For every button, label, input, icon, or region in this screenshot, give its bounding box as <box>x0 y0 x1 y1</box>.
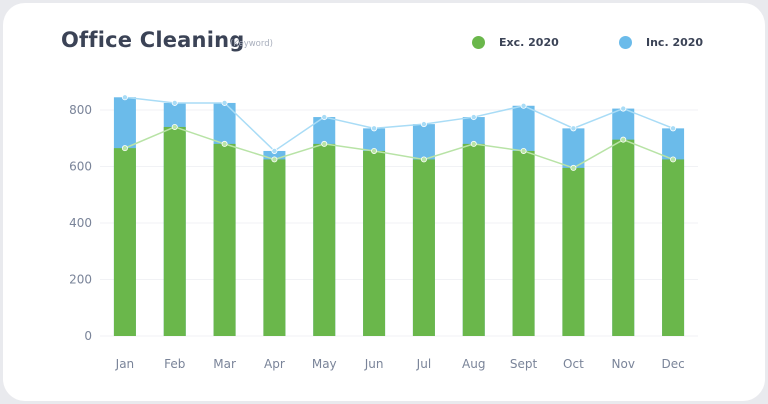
bar-exc-jun <box>363 150 386 336</box>
point-exc-dec <box>670 156 677 163</box>
x-tick-label-nov: Nov <box>612 357 635 371</box>
bar-exc-mar <box>213 143 236 336</box>
x-tick-label-dec: Dec <box>661 357 684 371</box>
point-inc-aug <box>470 114 477 121</box>
legend-label-inc-2020: Inc. 2020 <box>646 36 704 49</box>
point-exc-jul <box>420 156 427 163</box>
point-inc-mar <box>221 99 228 106</box>
bar-exc-may <box>313 143 336 336</box>
point-exc-mar <box>221 140 228 147</box>
point-exc-oct <box>570 164 577 171</box>
point-inc-sept <box>520 102 527 109</box>
point-inc-apr <box>271 147 278 154</box>
bar-exc-nov <box>612 139 635 336</box>
x-tick-label-may: May <box>312 357 337 371</box>
point-inc-nov <box>620 105 627 112</box>
x-tick-label-oct: Oct <box>563 357 584 371</box>
point-inc-dec <box>670 125 677 132</box>
x-tick-label-jan: Jan <box>115 357 135 371</box>
bar-exc-sept <box>512 150 535 336</box>
y-tick-label-400: 400 <box>69 216 92 230</box>
bar-exc-dec <box>662 159 685 336</box>
bar-exc-jul <box>412 159 435 336</box>
point-inc-jul <box>420 121 427 128</box>
line-exc <box>124 126 674 169</box>
point-inc-feb <box>171 99 178 106</box>
point-exc-apr <box>271 156 278 163</box>
y-tick-label-200: 200 <box>69 273 92 287</box>
point-exc-aug <box>470 140 477 147</box>
x-tick-label-jul: Jul <box>416 357 431 371</box>
chart-title: Office Cleaning <box>61 28 245 52</box>
x-tick-label-feb: Feb <box>164 357 185 371</box>
bar-exc-aug <box>462 143 485 336</box>
legend-swatch-exc-2020 <box>472 36 485 49</box>
bar-exc-apr <box>263 159 286 336</box>
y-tick-label-0: 0 <box>84 329 92 343</box>
legend-item-inc-2020[interactable]: Inc. 2020 <box>619 36 703 49</box>
point-exc-feb <box>171 123 178 130</box>
y-tick-label-800: 800 <box>69 103 92 117</box>
point-inc-jan <box>121 94 128 101</box>
x-tick-label-apr: Apr <box>264 357 285 371</box>
bar-exc-feb <box>163 126 186 336</box>
line-inc <box>124 96 674 152</box>
chart-subtitle: (Keyword) <box>230 39 273 49</box>
point-exc-sept <box>520 147 527 154</box>
bar-exc-oct <box>562 167 585 336</box>
bar-exc-jan <box>113 148 136 336</box>
point-exc-nov <box>620 136 627 143</box>
x-tick-label-aug: Aug <box>462 357 485 371</box>
y-tick-label-600: 600 <box>69 160 92 174</box>
point-inc-may <box>321 114 328 121</box>
legend-swatch-inc-2020 <box>619 36 632 49</box>
x-tick-label-mar: Mar <box>213 357 236 371</box>
point-exc-jan <box>121 145 128 152</box>
point-inc-oct <box>570 125 577 132</box>
legend-item-exc-2020[interactable]: Exc. 2020 <box>472 36 559 49</box>
x-tick-label-jun: Jun <box>364 357 384 371</box>
point-exc-may <box>321 140 328 147</box>
legend-label-exc-2020: Exc. 2020 <box>499 36 559 49</box>
point-inc-jun <box>371 125 378 132</box>
x-tick-label-sept: Sept <box>510 357 538 371</box>
point-exc-jun <box>371 147 378 154</box>
